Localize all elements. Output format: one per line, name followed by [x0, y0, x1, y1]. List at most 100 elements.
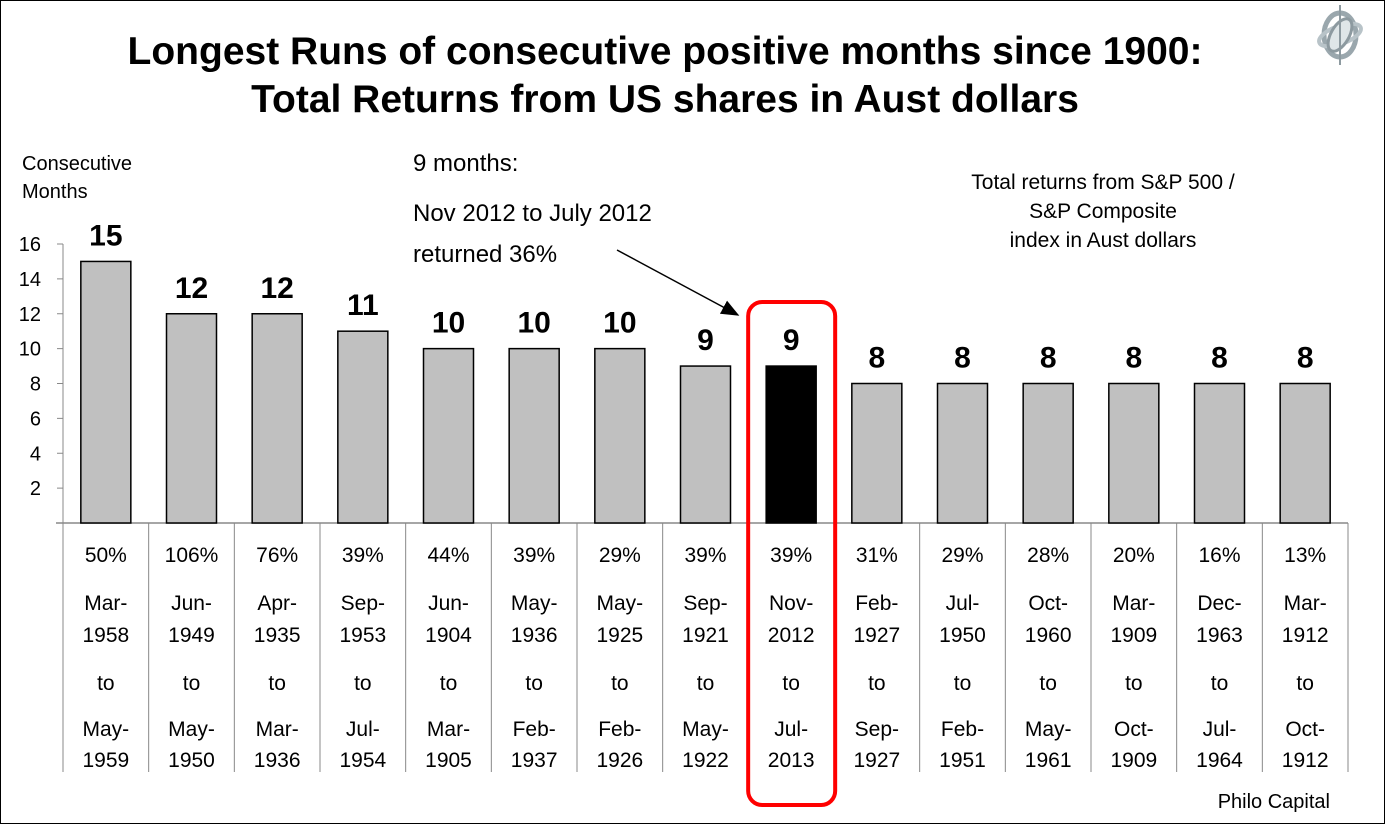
start-year-label: 1925 — [596, 624, 643, 647]
to-label: to — [782, 672, 800, 695]
annotation-line1: 9 months: — [413, 150, 518, 177]
return-label: 13% — [1284, 544, 1326, 567]
return-label: 16% — [1198, 544, 1240, 567]
bar-value-label: 10 — [517, 307, 550, 340]
start-month-label: Dec- — [1197, 592, 1241, 615]
to-label: to — [697, 672, 715, 695]
y-tick-label: 4 — [30, 443, 41, 465]
bar-value-label: 8 — [1125, 342, 1142, 375]
bar-value-label: 12 — [175, 272, 208, 305]
globe-logo-icon — [1317, 5, 1363, 65]
chart-subtitle: Total Returns from US shares in Aust dol… — [251, 78, 1079, 121]
end-month-label: Oct- — [1114, 718, 1154, 741]
end-month-label: Mar- — [427, 718, 470, 741]
start-year-label: 1949 — [168, 624, 215, 647]
start-year-label: 1963 — [1196, 624, 1243, 647]
bar — [765, 365, 817, 524]
start-month-label: May- — [511, 592, 558, 615]
end-year-label: 1954 — [339, 749, 386, 772]
bar-value-label: 15 — [89, 219, 122, 252]
return-label: 76% — [256, 544, 298, 567]
end-month-label: May- — [1025, 718, 1072, 741]
start-year-label: 1912 — [1282, 624, 1329, 647]
start-month-label: Nov- — [769, 592, 813, 615]
start-year-label: 2012 — [768, 624, 815, 647]
bar — [1022, 382, 1074, 524]
to-label: to — [1125, 672, 1143, 695]
to-label: to — [440, 672, 458, 695]
start-month-label: Apr- — [257, 592, 297, 615]
return-label: 39% — [513, 544, 555, 567]
y-tick-label: 10 — [19, 339, 41, 361]
bar-value-label: 8 — [954, 342, 971, 375]
to-label: to — [525, 672, 543, 695]
to-label: to — [1039, 672, 1057, 695]
bar-value-label: 10 — [432, 307, 465, 340]
bar-value-label: 8 — [1297, 342, 1314, 375]
start-year-label: 1935 — [254, 624, 301, 647]
bar — [851, 382, 903, 524]
bar-value-label: 11 — [347, 289, 379, 322]
bar — [1193, 382, 1246, 524]
bar-value-label: 9 — [697, 324, 714, 357]
annotation-arrow — [616, 249, 740, 316]
to-label: to — [183, 672, 201, 695]
start-year-label: 1958 — [82, 624, 129, 647]
note-line1: Total returns from S&P 500 / — [971, 171, 1235, 194]
bar — [1279, 382, 1331, 524]
end-year-label: 1909 — [1110, 749, 1157, 772]
end-month-label: Feb- — [513, 718, 556, 741]
note-line3: index in Aust dollars — [1010, 229, 1197, 252]
bar — [337, 330, 389, 524]
to-label: to — [611, 672, 629, 695]
start-month-label: Sep- — [683, 592, 727, 615]
start-month-label: Mar- — [1284, 592, 1327, 615]
return-label: 44% — [427, 544, 469, 567]
end-month-label: Jul- — [1203, 718, 1237, 741]
end-year-label: 1936 — [254, 749, 301, 772]
start-month-label: Jun- — [428, 592, 469, 615]
start-month-label: Feb- — [855, 592, 898, 615]
end-month-label: Sep- — [855, 718, 899, 741]
start-month-label: Mar- — [84, 592, 127, 615]
end-year-label: 1950 — [168, 749, 215, 772]
end-year-label: 1912 — [1282, 749, 1329, 772]
end-year-label: 1926 — [596, 749, 643, 772]
y-axis-label-line2: Months — [22, 181, 88, 203]
start-year-label: 1936 — [511, 624, 558, 647]
to-label: to — [268, 672, 286, 695]
start-year-label: 1953 — [339, 624, 386, 647]
to-label: to — [354, 672, 372, 695]
end-month-label: Mar- — [256, 718, 299, 741]
bar — [1108, 382, 1160, 524]
start-year-label: 1927 — [853, 624, 900, 647]
y-tick-label: 8 — [30, 374, 41, 396]
end-year-label: 2013 — [768, 749, 815, 772]
y-tick-label: 2 — [30, 478, 41, 500]
y-tick-label: 16 — [19, 234, 41, 256]
bar-value-label: 8 — [1211, 342, 1228, 375]
end-month-label: Jul- — [774, 718, 808, 741]
end-year-label: 1927 — [853, 749, 900, 772]
return-label: 39% — [342, 544, 384, 567]
return-label: 29% — [941, 544, 983, 567]
end-month-label: May- — [682, 718, 729, 741]
bar-value-label: 9 — [783, 324, 800, 357]
end-month-label: Feb- — [941, 718, 984, 741]
start-year-label: 1960 — [1025, 624, 1072, 647]
end-year-label: 1964 — [1196, 749, 1243, 772]
y-tick-label: 12 — [19, 304, 41, 326]
bar — [251, 313, 303, 524]
note-line2: S&P Composite — [1029, 200, 1177, 223]
return-label: 50% — [85, 544, 127, 567]
return-label: 29% — [599, 544, 641, 567]
highlight-box — [746, 300, 838, 807]
start-month-label: Jul- — [946, 592, 980, 615]
return-label: 20% — [1113, 544, 1155, 567]
bar-value-label: 12 — [260, 272, 293, 305]
to-label: to — [868, 672, 886, 695]
bar — [165, 313, 218, 524]
start-year-label: 1909 — [1110, 624, 1157, 647]
end-month-label: May- — [168, 718, 215, 741]
